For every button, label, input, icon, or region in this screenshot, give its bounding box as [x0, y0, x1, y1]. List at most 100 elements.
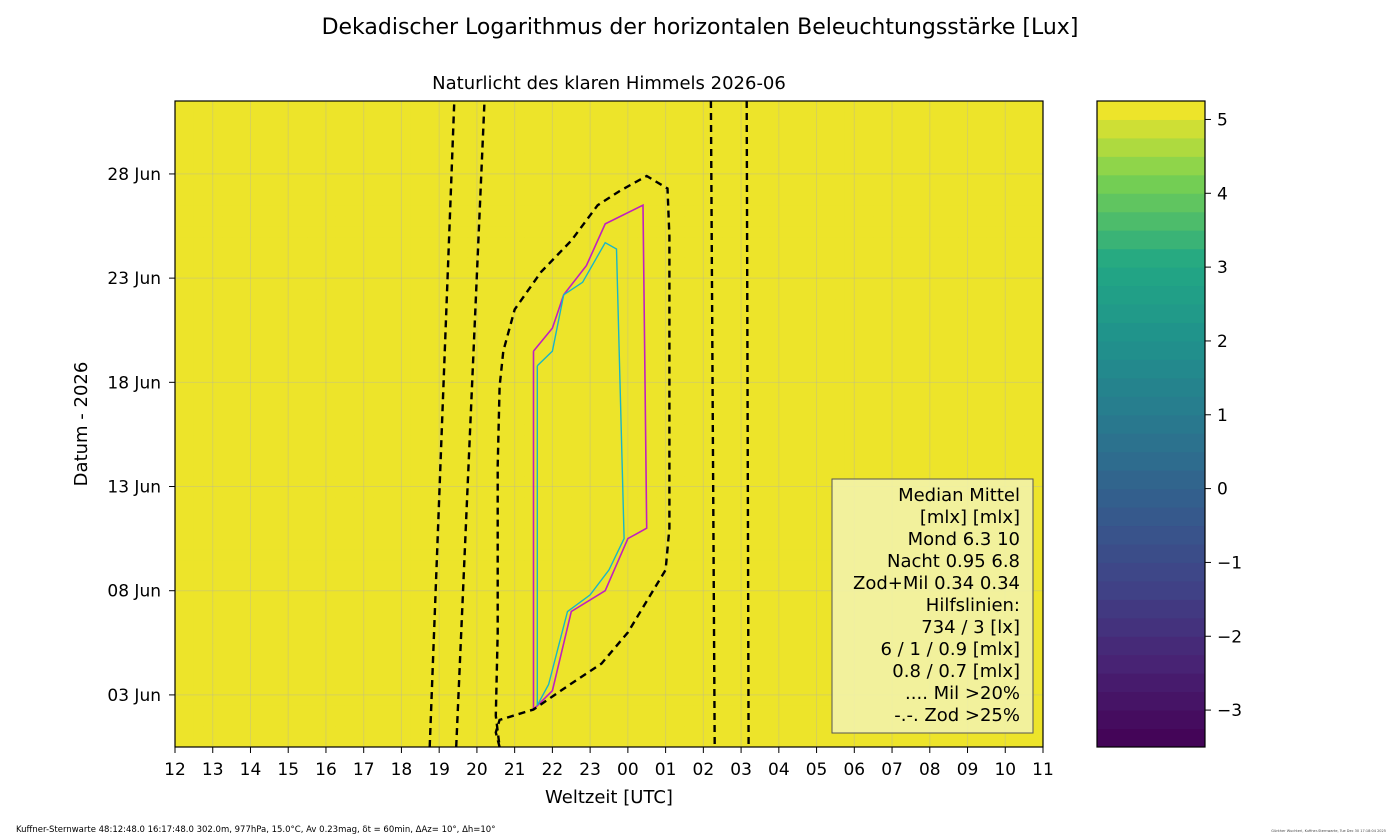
- heatmap-cell: [637, 632, 648, 644]
- heatmap-cell: [288, 559, 299, 571]
- heatmap-cell: [505, 434, 516, 446]
- heatmap-cell: [259, 736, 270, 747]
- heatmap-cell: [222, 455, 233, 467]
- heatmap-cell: [222, 194, 233, 206]
- heatmap-cell: [193, 215, 204, 227]
- heatmap-cell: [307, 601, 318, 613]
- heatmap-cell: [344, 184, 355, 196]
- heatmap-cell: [259, 517, 270, 529]
- heatmap-cell: [222, 611, 233, 623]
- heatmap-cell: [863, 403, 874, 415]
- heatmap-cell: [420, 444, 431, 456]
- heatmap-cell: [193, 403, 204, 415]
- heatmap-cell: [1033, 184, 1043, 196]
- heatmap-cell: [373, 632, 384, 644]
- heatmap-cell: [571, 486, 582, 498]
- heatmap-cell: [212, 726, 223, 738]
- heatmap-cell: [618, 184, 629, 196]
- heatmap-cell: [627, 330, 638, 342]
- heatmap-cell: [382, 705, 393, 717]
- heatmap-cell: [542, 215, 553, 227]
- heatmap-cell: [392, 330, 403, 342]
- heatmap-cell: [316, 424, 327, 436]
- heatmap-cell: [741, 653, 752, 665]
- heatmap-cell: [731, 705, 742, 717]
- heatmap-cell: [495, 590, 506, 602]
- heatmap-cell: [193, 569, 204, 581]
- heatmap-cell: [863, 246, 874, 258]
- heatmap-cell: [675, 642, 686, 654]
- heatmap-cell: [712, 736, 723, 747]
- heatmap-cell: [363, 413, 374, 425]
- heatmap-cell: [382, 559, 393, 571]
- heatmap-cell: [448, 653, 459, 665]
- heatmap-cell: [269, 726, 280, 738]
- heatmap-cell: [410, 257, 421, 269]
- heatmap-cell: [505, 642, 516, 654]
- heatmap-cell: [297, 455, 308, 467]
- heatmap-cell: [580, 538, 591, 550]
- heatmap-cell: [929, 194, 940, 206]
- heatmap-cell: [561, 674, 572, 686]
- heatmap-cell: [184, 236, 195, 248]
- heatmap-cell: [1024, 278, 1035, 290]
- heatmap-cell: [495, 663, 506, 675]
- heatmap-cell: [542, 538, 553, 550]
- heatmap-cell: [222, 298, 233, 310]
- heatmap-cell: [448, 288, 459, 300]
- heatmap-cell: [892, 403, 903, 415]
- heatmap-cell: [505, 309, 516, 321]
- heatmap-cell: [769, 694, 780, 706]
- heatmap-cell: [618, 351, 629, 363]
- heatmap-cell: [646, 538, 657, 550]
- heatmap-cell: [873, 194, 884, 206]
- heatmap-cell: [967, 330, 978, 342]
- heatmap-cell: [722, 226, 733, 238]
- heatmap-cell: [373, 621, 384, 633]
- heatmap-cell: [467, 288, 478, 300]
- heatmap-cell: [184, 298, 195, 310]
- heatmap-cell: [467, 382, 478, 394]
- heatmap-cell: [769, 340, 780, 352]
- heatmap-cell: [278, 674, 289, 686]
- heatmap-cell: [401, 413, 412, 425]
- heatmap-cell: [627, 694, 638, 706]
- heatmap-cell: [675, 705, 686, 717]
- heatmap-cell: [420, 715, 431, 727]
- heatmap-cell: [731, 246, 742, 258]
- heatmap-cell: [816, 465, 827, 477]
- heatmap-cell: [307, 173, 318, 185]
- heatmap-cell: [288, 517, 299, 529]
- heatmap-cell: [250, 288, 261, 300]
- heatmap-cell: [769, 184, 780, 196]
- heatmap-cell: [344, 298, 355, 310]
- heatmap-cell: [297, 611, 308, 623]
- heatmap-cell: [826, 215, 837, 227]
- heatmap-cell: [684, 569, 695, 581]
- heatmap-cell: [505, 621, 516, 633]
- heatmap-cell: [797, 194, 808, 206]
- heatmap-cell: [835, 278, 846, 290]
- heatmap-cell: [948, 403, 959, 415]
- heatmap-cell: [175, 528, 186, 540]
- heatmap-cell: [599, 590, 610, 602]
- heatmap-cell: [203, 715, 214, 727]
- heatmap-cell: [693, 434, 704, 446]
- heatmap-cell: [325, 236, 336, 248]
- heatmap-cell: [259, 580, 270, 592]
- heatmap-cell: [656, 246, 667, 258]
- heatmap-cell: [750, 371, 761, 383]
- heatmap-cell: [939, 257, 950, 269]
- heatmap-cell: [788, 736, 799, 747]
- heatmap-cell: [175, 288, 186, 300]
- heatmap-cell: [552, 736, 563, 747]
- heatmap-cell: [882, 424, 893, 436]
- heatmap-cell: [571, 715, 582, 727]
- heatmap-cell: [722, 580, 733, 592]
- heatmap-cell: [854, 215, 865, 227]
- heatmap-cell: [552, 226, 563, 238]
- heatmap-cell: [524, 194, 535, 206]
- heatmap-cell: [976, 319, 987, 331]
- heatmap-cell: [307, 694, 318, 706]
- heatmap-cell: [750, 601, 761, 613]
